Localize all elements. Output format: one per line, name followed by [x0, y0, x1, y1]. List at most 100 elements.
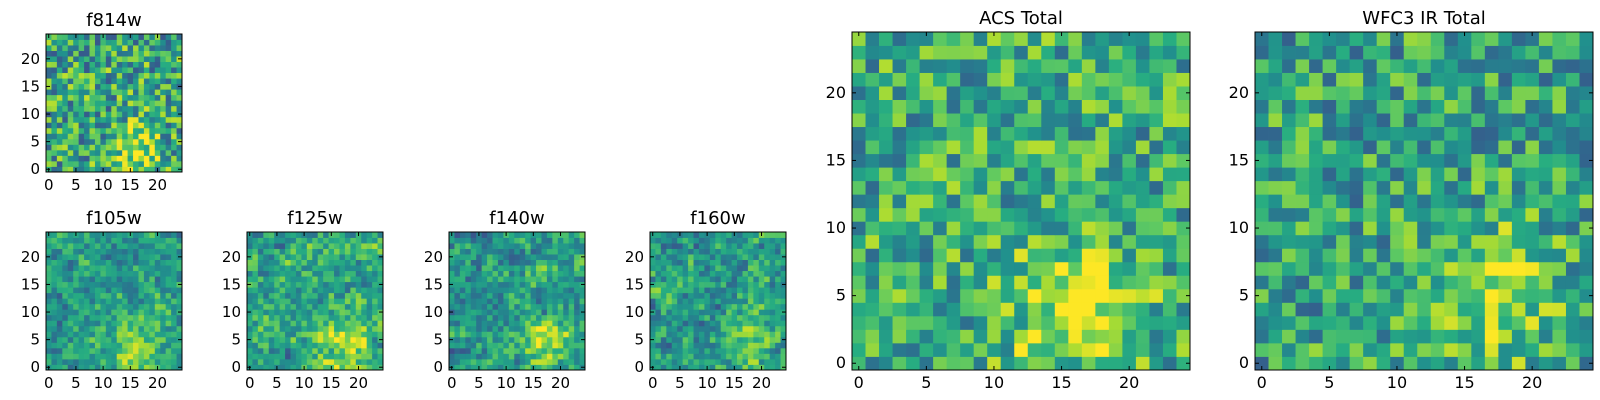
heatmap-cell: [100, 254, 107, 260]
heatmap-cell: [268, 358, 275, 365]
heatmap-cell: [1255, 302, 1269, 317]
heatmap-cell: [671, 358, 678, 365]
heatmap-cell: [579, 265, 586, 272]
heatmap-cell: [257, 270, 264, 277]
heatmap-cell: [105, 127, 112, 134]
heatmap-cell: [62, 94, 69, 101]
heatmap-cell: [176, 89, 183, 96]
heatmap-cell: [1538, 153, 1553, 168]
heatmap-cell: [51, 138, 58, 145]
heatmap-cell: [1457, 302, 1472, 317]
heatmap-cell: [56, 320, 63, 327]
heatmap-cell: [693, 298, 700, 305]
heatmap-cell: [747, 298, 754, 305]
heatmap-cell: [366, 281, 373, 288]
heatmap-cell: [1363, 86, 1378, 100]
heatmap-cell: [677, 347, 684, 354]
heatmap-cell: [344, 336, 351, 343]
heatmap-cell: [919, 207, 934, 222]
heatmap-cell: [1068, 113, 1083, 128]
heatmap-cell: [764, 265, 771, 272]
heatmap-cell: [268, 320, 275, 327]
heatmap-cell: [339, 364, 346, 371]
heatmap-cell: [492, 303, 499, 310]
heatmap-cell: [111, 347, 118, 354]
heatmap-cell: [1255, 234, 1269, 249]
heatmap-cell: [693, 237, 700, 244]
heatmap-cell: [133, 122, 139, 129]
heatmap-cell: [568, 353, 575, 360]
heatmap-cell: [154, 72, 161, 79]
heatmap-cell: [143, 89, 150, 96]
heatmap-cell: [737, 298, 743, 305]
heatmap-cell: [519, 347, 526, 354]
heatmap-cell: [906, 126, 920, 141]
heatmap-cell: [344, 347, 351, 354]
heatmap-cell: [780, 303, 787, 310]
heatmap-cell: [737, 303, 743, 310]
heatmap-cell: [1565, 248, 1580, 263]
heatmap-cell: [1095, 99, 1110, 114]
heatmap-cell: [1376, 140, 1391, 155]
heatmap-cell: [1027, 261, 1042, 276]
heatmap-cell: [742, 237, 749, 244]
heatmap-cell: [1484, 153, 1499, 168]
heatmap-cell: [481, 237, 488, 244]
heatmap-cell: [165, 237, 172, 244]
heatmap-cell: [165, 243, 172, 249]
heatmap-cell: [160, 67, 167, 74]
heatmap-cell: [154, 353, 161, 360]
heatmap-cell: [530, 259, 537, 266]
heatmap-cell: [852, 234, 866, 249]
heatmap-cell: [328, 270, 335, 277]
heatmap-cell: [946, 72, 961, 87]
heatmap-cell: [747, 292, 754, 299]
heatmap-cell: [328, 292, 335, 299]
heatmap-cell: [312, 276, 319, 283]
heatmap-cell: [525, 309, 531, 316]
heatmap-cell: [1041, 342, 1056, 357]
heatmap-cell: [1176, 167, 1191, 182]
heatmap-cell: [1027, 126, 1042, 141]
heatmap-cell: [650, 325, 656, 332]
heatmap-cell: [879, 32, 893, 46]
heatmap-cell: [476, 259, 483, 266]
heatmap-cell: [105, 138, 112, 145]
heatmap-cell: [154, 254, 161, 260]
heatmap-cell: [1376, 32, 1391, 46]
heatmap-cell: [268, 281, 275, 288]
heatmap-cell: [758, 237, 765, 244]
heatmap-cell: [372, 314, 378, 321]
heatmap-cell: [133, 325, 139, 332]
heatmap-cell: [459, 259, 466, 266]
heatmap-cell: [160, 34, 167, 40]
heatmap-cell: [56, 353, 63, 360]
heatmap-cell: [78, 342, 85, 349]
heatmap-cell: [660, 292, 667, 299]
heatmap-cell: [46, 94, 52, 101]
heatmap-cell: [295, 232, 302, 238]
heatmap-cell: [1095, 288, 1110, 303]
heatmap-cell: [111, 133, 118, 140]
heatmap-cell: [1390, 72, 1405, 87]
heatmap-cell: [46, 347, 52, 354]
heatmap-cell: [133, 144, 139, 151]
heatmap-cell: [165, 259, 172, 266]
heatmap-cell: [1095, 261, 1110, 276]
heatmap-cell: [541, 254, 548, 260]
heatmap-cell: [1471, 32, 1486, 46]
heatmap-cell: [274, 298, 281, 305]
heatmap-cell: [105, 259, 112, 266]
heatmap-cell: [764, 353, 771, 360]
heatmap-cell: [579, 320, 586, 327]
heatmap-cell: [650, 320, 656, 327]
heatmap-cell: [709, 254, 716, 260]
heatmap-cell: [149, 298, 156, 305]
heatmap-cell: [89, 292, 96, 299]
heatmap-cell: [176, 94, 183, 101]
heatmap-cell: [1417, 113, 1432, 128]
heatmap-cell: [143, 72, 150, 79]
heatmap-cell: [514, 270, 521, 277]
heatmap-cell: [769, 298, 776, 305]
heatmap-cell: [698, 259, 705, 266]
